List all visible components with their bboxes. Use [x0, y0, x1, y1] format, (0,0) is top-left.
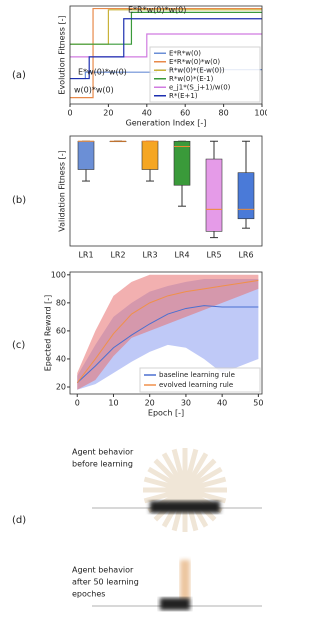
legend-label: evolved learning rule	[159, 381, 233, 389]
agent-after	[180, 560, 190, 600]
annotation: w(0)*w(0)	[74, 86, 114, 95]
x-tick-label: 20	[145, 399, 155, 408]
x-tick-label: LR1	[78, 251, 93, 260]
legend-label: R*w(0)*(E-1)	[169, 75, 214, 83]
x-tick-label: LR6	[238, 251, 253, 260]
panel-label: (b)	[12, 195, 26, 206]
x-tick-label: 40	[142, 109, 152, 118]
agent-shadow	[160, 598, 190, 610]
legend-label: R*(E+1)	[169, 92, 198, 100]
ray	[171, 448, 188, 491]
ray	[143, 487, 186, 504]
plot-frame	[69, 271, 263, 395]
series-line	[76, 305, 259, 384]
x-tick-label: 0	[67, 109, 72, 118]
panel-label: (a)	[12, 70, 26, 81]
box	[205, 158, 223, 232]
plot-frame	[69, 135, 263, 247]
ray	[143, 476, 186, 493]
box	[141, 140, 159, 170]
ray	[161, 452, 188, 492]
ray	[182, 448, 199, 491]
box	[237, 172, 255, 220]
x-tick-label: 50	[253, 399, 263, 408]
legend-box	[149, 46, 261, 103]
legend-box	[139, 367, 261, 393]
caption: after 50 learning	[72, 578, 139, 587]
x-tick-label: 0	[75, 399, 80, 408]
y-tick-label: 40	[56, 354, 66, 363]
series-line	[70, 7, 262, 99]
x-tick-label: 20	[103, 109, 113, 118]
caption: before learning	[72, 460, 133, 469]
caption: epoches	[72, 590, 105, 599]
caption: Agent behavior	[72, 566, 134, 575]
legend-label: R*w(0)*(E-w(0))	[169, 66, 225, 74]
ray	[184, 487, 227, 504]
figure: (d) Agent behavior before learning Agent…	[12, 5, 267, 610]
agent-before	[143, 448, 227, 532]
box	[173, 140, 191, 186]
ray	[153, 458, 187, 492]
series-line	[70, 9, 262, 45]
panel-label: (d)	[12, 515, 26, 526]
legend-label: baseline learning rule	[159, 371, 235, 379]
ray	[184, 476, 227, 493]
band	[77, 274, 259, 390]
x-tick-label: 100	[254, 109, 267, 118]
plot-frame	[69, 5, 263, 105]
x-tick-label: 60	[180, 109, 190, 118]
y-tick-label: 60	[56, 326, 66, 335]
y-axis-label: Evolution Fitness [-]	[58, 15, 67, 94]
y-tick-label: 100	[51, 270, 66, 279]
ray	[147, 466, 187, 493]
x-tick-label: 10	[108, 399, 118, 408]
x-tick-label: LR5	[206, 251, 221, 260]
series-line	[76, 279, 259, 384]
legend-label: e_j1*(S_j+1)/w(0)	[169, 83, 231, 91]
y-axis-label: Epected Reward [-]	[44, 295, 53, 372]
y-tick-label: 80	[56, 298, 66, 307]
panel-label: (c)	[12, 340, 25, 351]
x-tick-label: LR4	[174, 251, 189, 260]
series-line	[70, 18, 262, 80]
y-tick-label: 20	[56, 382, 66, 391]
annotation: E*R*w(0)*w(0)	[128, 6, 186, 15]
legend-label: E*R*w(0)	[169, 49, 201, 57]
x-axis-label: Generation Index [-]	[126, 119, 207, 128]
agent-shadow	[150, 501, 220, 513]
x-tick-label: 80	[219, 109, 229, 118]
x-tick-label: 30	[181, 399, 191, 408]
x-tick-label: 40	[217, 399, 227, 408]
x-axis-label: Epoch [-]	[148, 409, 184, 418]
x-tick-label: LR2	[110, 251, 125, 260]
caption: Agent behavior	[72, 448, 134, 457]
y-axis-label: Validation Fitness [-]	[58, 150, 67, 231]
box	[77, 140, 95, 170]
annotation: E*w(0)*w(0)	[78, 68, 127, 77]
legend-label: E*R*w(0)*w(0)	[169, 58, 220, 66]
series-line	[70, 11, 262, 45]
x-tick-label: LR3	[142, 251, 157, 260]
ray	[182, 452, 209, 492]
ray	[183, 466, 223, 493]
ray	[183, 458, 217, 492]
